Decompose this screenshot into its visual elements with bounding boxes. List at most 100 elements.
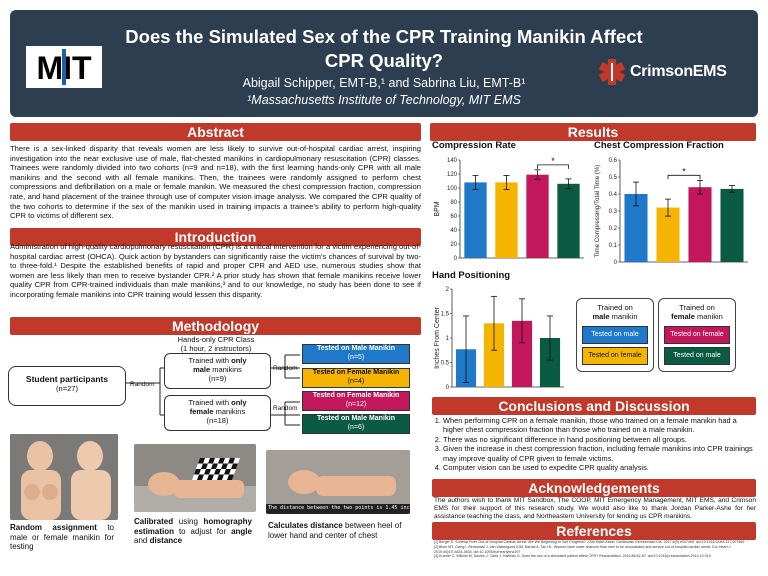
caption2-rest: to adjust for [178,526,227,536]
female-cohort-only: only [231,398,247,407]
abstract-heading: Abstract [10,123,421,141]
legend-male-tested-female: Tested on female [582,347,648,365]
title-line-1: Does the Simulated Sex of the CPR Traini… [125,26,643,47]
significance-bracket [537,164,569,169]
female-cohort-line-2: female manikins [165,407,270,416]
conclusions-list: When performing CPR on a female manikin,… [434,416,756,472]
poster-title: Does the Simulated Sex of the CPR Traini… [0,25,768,73]
conclusion-item: When performing CPR on a female manikin,… [443,416,756,435]
affiliation: ¹Massachusetts Institute of Technology, … [0,93,768,107]
y-tick-label: 0.3 [609,209,618,215]
test-box-1-n: (n=5) [347,353,365,361]
legend-mt-pre: Trained on [597,303,633,312]
bar [720,188,744,262]
significance-star: * [682,166,686,176]
y-tick-label: 120 [447,172,458,178]
conclusions-heading: Conclusions and Discussion [432,397,756,415]
bar [526,174,549,258]
methodology-flow-lines [125,354,300,426]
acknowledgements-text: The authors wish to thank MIT Sandbox, T… [434,497,756,520]
abstract-text: There is a sex-linked disparity that rev… [10,144,421,221]
male-cohort-only: only [231,356,247,365]
male-cohort-n: (n=9) [208,374,227,383]
mit-logo: MIT [26,46,102,88]
legend-mt-bold: male [592,312,610,321]
y-tick-label: 0.4 [609,192,618,198]
caption-distance: Calculates distance between heel of lowe… [268,521,412,540]
participants-label: Student participants [25,374,109,384]
crimsonems-logo-text: CrimsonEMS [630,63,727,80]
reference-item: [2] Blom MT, Oving I, Berdowski J, van V… [434,544,732,554]
student-participants-box: Student participants (n=27) [8,366,126,406]
poster-header [10,10,758,117]
references-heading: References [432,522,756,540]
y-tick-label: 40 [450,228,457,234]
significance-bracket [667,174,701,180]
methodology-heading: Methodology [10,317,421,335]
legend-female-tested-male: Tested on male [664,347,730,365]
distance-overlay-text: The distance between the two points is 1… [268,505,410,511]
reference-item: [3] Kramer C, Wilkins M, Davies J, Caird… [434,554,711,559]
caption2-bold4: distance [149,536,183,545]
legend-male-trained: Trained on male manikin Tested on male Te… [576,298,654,372]
female-cohort-n: (n=18) [206,416,229,425]
male-cohort-line-2: male manikins [165,365,270,374]
bar [624,194,648,262]
y-tick-label: 0 [454,256,458,262]
legend-mt-post: manikin [611,312,638,321]
test-box-1: Tested on Male Manikin (n=5) [302,344,410,364]
ccf-chart: 0 0.1 0.2 0.3 0.4 0.5 0.6 Time Compressing/Tota… [594,158,748,266]
introduction-text: Administration of high-quality cardiopul… [10,242,421,299]
conclusion-item: Computer vision can be used to expedite … [443,463,756,472]
distance-photo: The distance between the two points is 1… [266,450,410,514]
caption1-rest: to male or female manikin for testing [10,523,114,551]
class-label-title: Hands-only CPR Class [177,335,255,344]
bar [464,182,487,258]
significance-star: * [551,156,555,166]
acknowledgements-heading: Acknowledgements [432,479,756,497]
test-box-1-label: Tested on Male Manikin [316,345,396,352]
female-cohort-pre: Trained with [188,398,230,407]
random-label-main: Random [130,381,155,388]
y-tick-label: 20 [450,242,457,248]
y-tick-label: 100 [447,186,458,192]
legend-ft-bold: female [671,312,695,321]
bar [483,323,505,387]
introduction-heading: Introduction [10,228,421,246]
female-cohort-sex: female [189,407,214,416]
conclusion-item: Given the increase in chest compression … [443,444,756,463]
test-box-2: Tested on Female Manikin (n=4) [302,368,410,388]
caption2-bold3: angle [231,526,252,536]
test-box-2-label: Tested on Female Manikin [312,369,400,376]
bar [557,183,580,258]
title-line-2: CPR Quality? [324,50,444,71]
manikin-photo [10,434,118,520]
conclusion-item: There was no significant difference in h… [443,435,756,444]
legend-male-tested-male: Tested on male [582,326,648,344]
bar [656,207,680,262]
legend-female-tested-female: Tested on female [664,326,730,344]
test-box-3-label: Tested on Female Manikin [312,392,400,399]
y-axis-label: Time Compressing/Total Time (%) [594,165,601,258]
random-label-female: Random [273,405,298,412]
caption3-bold: Calculates distance [268,521,343,530]
y-tick-label: 60 [450,214,457,220]
y-tick-label: 0 [446,385,450,391]
legend-female-trained: Trained on female manikin Tested on femal… [658,298,736,372]
results-heading: Results [430,123,756,141]
y-axis-label: Inches From Center [434,306,441,369]
y-tick-label: 2 [446,287,450,293]
male-cohort-post: manikins [212,365,242,374]
male-cohort-sex: male [193,365,211,374]
male-cohort-line-1: Trained with only [165,356,270,365]
bar [511,320,533,387]
affiliation-text: ¹Massachusetts Institute of Technology, … [247,93,521,107]
caption-random-assignment: Random assignment to male or female mani… [10,523,114,552]
legend-ft-pre: Trained on [679,303,715,312]
legend-male-trained-title: Trained on male manikin [577,303,653,321]
y-tick-label: 0.1 [609,243,618,249]
test-box-4: Tested on Male Manikin (n=6) [302,414,410,434]
y-tick-label: 0.5 [441,361,450,367]
calibration-photo [134,444,256,512]
test-box-2-n: (n=4) [347,377,365,385]
